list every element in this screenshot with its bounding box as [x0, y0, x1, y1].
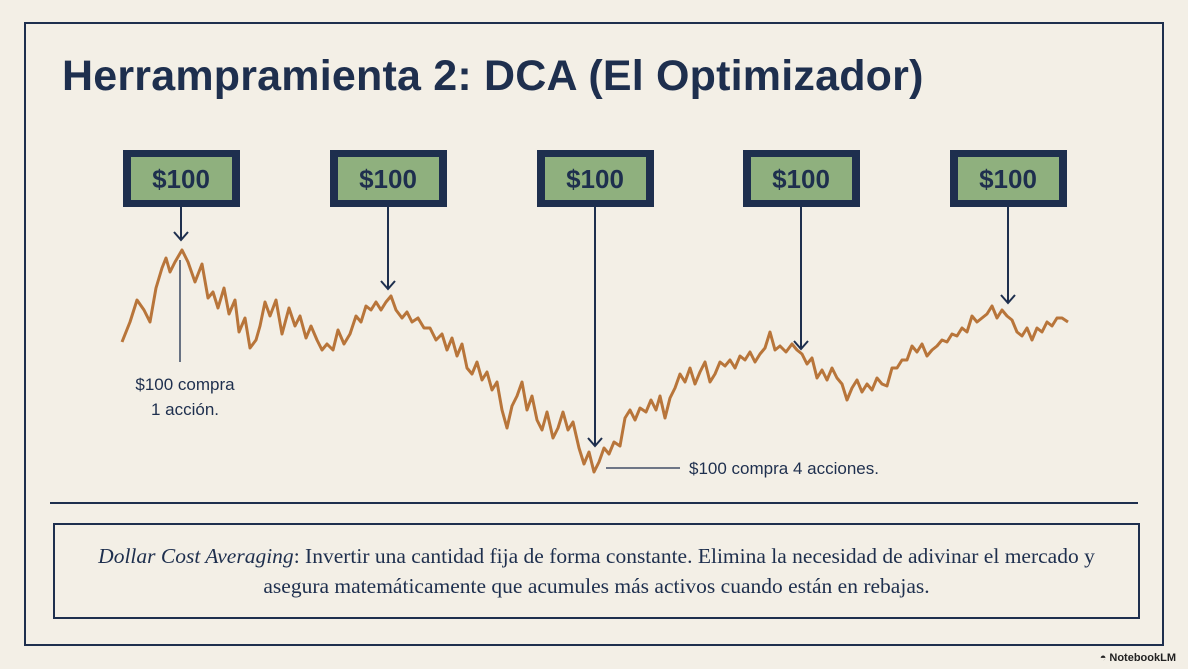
slide-frame — [24, 22, 1164, 646]
brand-watermark: ◓ NotebookLM — [1100, 652, 1176, 664]
brand-name: NotebookLM — [1109, 652, 1176, 664]
section-divider — [50, 502, 1138, 504]
definition-box: Dollar Cost Averaging: Invertir una cant… — [53, 523, 1140, 619]
bill-4: $100 — [743, 150, 860, 207]
peak-annotation-line2: 1 acción. — [150, 400, 220, 419]
definition-term: Dollar Cost Averaging — [98, 544, 294, 568]
bill-3-label: $100 — [566, 164, 624, 194]
peak-annotation-line1: $100 compra — [135, 375, 235, 394]
notebooklm-logo-icon: ◓ — [1099, 652, 1107, 664]
bill-3: $100 — [537, 150, 654, 207]
bill-4-label: $100 — [772, 164, 830, 194]
bill-5: $100 — [950, 150, 1067, 207]
arrow-4 — [793, 207, 809, 351]
definition-text: Dollar Cost Averaging: Invertir una cant… — [73, 541, 1120, 601]
arrow-2 — [380, 207, 396, 291]
arrow-5 — [1000, 207, 1016, 305]
bill-1: $100 — [123, 150, 240, 207]
arrow-1 — [173, 207, 189, 242]
price-line — [120, 248, 1069, 474]
trough-annotation: $100 compra 4 acciones. — [689, 459, 879, 478]
bill-2: $100 — [330, 150, 447, 207]
arrow-3 — [587, 207, 603, 448]
bill-1-label: $100 — [152, 164, 210, 194]
definition-body: : Invertir una cantidad fija de forma co… — [263, 544, 1095, 598]
slide-title: Herrampramienta 2: DCA (El Optimizador) — [62, 52, 924, 100]
peak-annotation: $100 compra 1 acción. — [110, 372, 260, 422]
bill-2-label: $100 — [359, 164, 417, 194]
bill-5-label: $100 — [979, 164, 1037, 194]
